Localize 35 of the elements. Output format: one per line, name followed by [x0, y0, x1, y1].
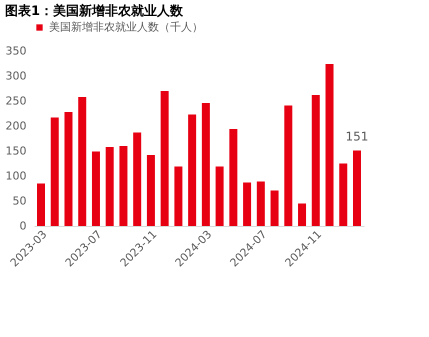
bar	[78, 97, 86, 226]
bar	[298, 204, 306, 226]
bar	[133, 132, 142, 226]
chart-title: 图表1：美国新增非农就业人数	[5, 3, 184, 19]
bar	[92, 152, 100, 226]
legend-label: 美国新增非农就业人数（千人）	[49, 20, 203, 34]
bar	[312, 95, 320, 226]
bar	[202, 103, 210, 226]
y-tick-label: 350	[6, 44, 26, 58]
bar	[64, 112, 72, 226]
bar	[146, 155, 155, 226]
bar	[284, 106, 292, 226]
bar	[37, 184, 46, 226]
y-tick-label: 250	[6, 94, 26, 108]
y-tick-label: 300	[6, 70, 26, 82]
bar	[352, 150, 361, 226]
bar	[326, 64, 334, 226]
bar	[339, 164, 348, 226]
y-tick-label: 200	[6, 120, 26, 132]
bar	[229, 129, 238, 226]
data-label: 151	[346, 130, 368, 144]
y-tick-label: 50	[12, 194, 26, 208]
bar	[119, 146, 128, 226]
y-tick-label: 100	[6, 170, 26, 182]
bar	[216, 166, 224, 226]
bar	[270, 190, 279, 226]
bar	[160, 91, 169, 226]
bar	[50, 118, 59, 226]
bar	[256, 182, 265, 226]
bar	[243, 182, 252, 226]
bar	[106, 147, 114, 226]
bar	[188, 114, 196, 226]
y-tick-label: 0	[20, 220, 26, 232]
y-tick-label: 150	[6, 144, 26, 158]
bar	[174, 166, 182, 226]
